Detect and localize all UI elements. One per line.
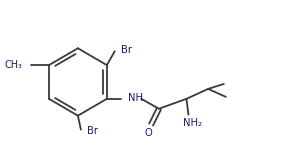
Text: NH: NH — [128, 93, 144, 103]
Text: NH₂: NH₂ — [183, 118, 202, 128]
Text: Br: Br — [121, 45, 132, 55]
Text: Br: Br — [87, 126, 98, 136]
Text: CH₃: CH₃ — [5, 60, 22, 70]
Text: O: O — [144, 128, 152, 137]
